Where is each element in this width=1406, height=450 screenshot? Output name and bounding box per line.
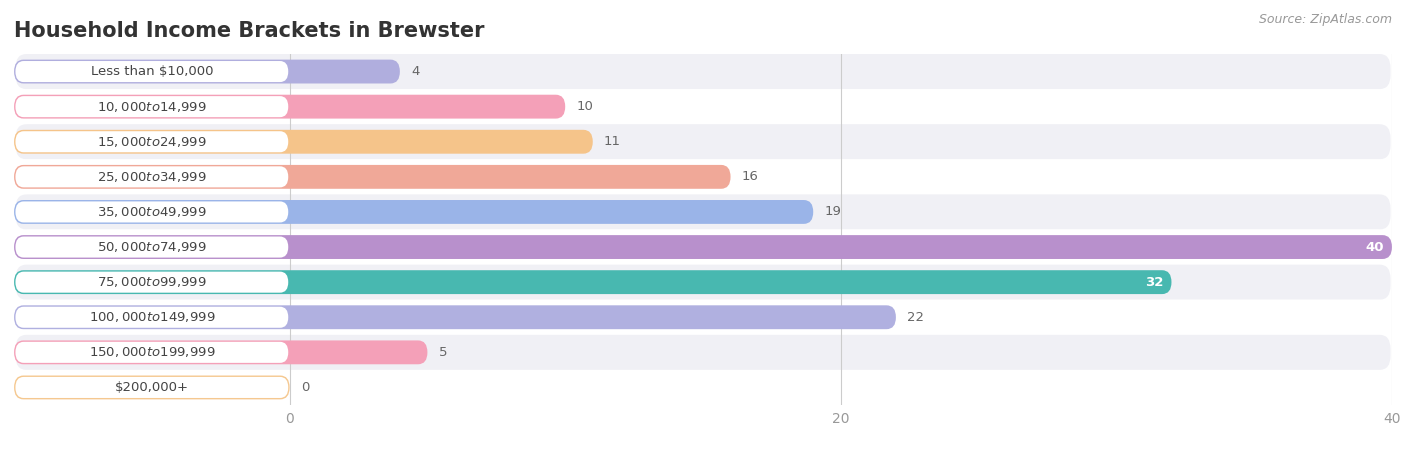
FancyBboxPatch shape: [15, 272, 288, 292]
FancyBboxPatch shape: [15, 230, 1391, 265]
Text: $10,000 to $14,999: $10,000 to $14,999: [97, 99, 207, 114]
Text: 40: 40: [1365, 241, 1384, 253]
Text: 32: 32: [1144, 276, 1163, 288]
FancyBboxPatch shape: [15, 237, 288, 257]
Text: Household Income Brackets in Brewster: Household Income Brackets in Brewster: [14, 21, 485, 41]
FancyBboxPatch shape: [15, 131, 288, 152]
FancyBboxPatch shape: [15, 54, 1391, 89]
FancyBboxPatch shape: [14, 165, 731, 189]
Text: 16: 16: [741, 171, 758, 183]
FancyBboxPatch shape: [15, 124, 1391, 159]
FancyBboxPatch shape: [14, 94, 565, 119]
FancyBboxPatch shape: [15, 202, 288, 222]
Text: 11: 11: [603, 135, 621, 148]
Text: 5: 5: [439, 346, 447, 359]
Text: $100,000 to $149,999: $100,000 to $149,999: [89, 310, 215, 324]
Text: 4: 4: [411, 65, 419, 78]
FancyBboxPatch shape: [14, 270, 1171, 294]
FancyBboxPatch shape: [15, 96, 288, 117]
Text: $15,000 to $24,999: $15,000 to $24,999: [97, 135, 207, 149]
FancyBboxPatch shape: [15, 342, 288, 363]
FancyBboxPatch shape: [15, 300, 1391, 335]
FancyBboxPatch shape: [14, 200, 813, 224]
FancyBboxPatch shape: [15, 307, 288, 328]
FancyBboxPatch shape: [14, 130, 593, 154]
FancyBboxPatch shape: [15, 265, 1391, 300]
Text: 22: 22: [907, 311, 924, 324]
FancyBboxPatch shape: [15, 61, 288, 82]
FancyBboxPatch shape: [15, 370, 1391, 405]
FancyBboxPatch shape: [15, 335, 1391, 370]
Text: Source: ZipAtlas.com: Source: ZipAtlas.com: [1258, 14, 1392, 27]
FancyBboxPatch shape: [14, 305, 896, 329]
FancyBboxPatch shape: [14, 59, 399, 84]
FancyBboxPatch shape: [15, 194, 1391, 230]
FancyBboxPatch shape: [15, 159, 1391, 194]
Text: $150,000 to $199,999: $150,000 to $199,999: [89, 345, 215, 360]
FancyBboxPatch shape: [15, 166, 288, 187]
Text: 10: 10: [576, 100, 593, 113]
Text: $25,000 to $34,999: $25,000 to $34,999: [97, 170, 207, 184]
FancyBboxPatch shape: [15, 377, 288, 398]
Text: $50,000 to $74,999: $50,000 to $74,999: [97, 240, 207, 254]
FancyBboxPatch shape: [14, 340, 427, 364]
Text: $35,000 to $49,999: $35,000 to $49,999: [97, 205, 207, 219]
Text: $75,000 to $99,999: $75,000 to $99,999: [97, 275, 207, 289]
Text: 0: 0: [301, 381, 309, 394]
FancyBboxPatch shape: [15, 89, 1391, 124]
FancyBboxPatch shape: [14, 235, 1392, 259]
Text: 19: 19: [824, 206, 841, 218]
Text: Less than $10,000: Less than $10,000: [90, 65, 214, 78]
FancyBboxPatch shape: [14, 375, 290, 400]
Text: $200,000+: $200,000+: [115, 381, 188, 394]
